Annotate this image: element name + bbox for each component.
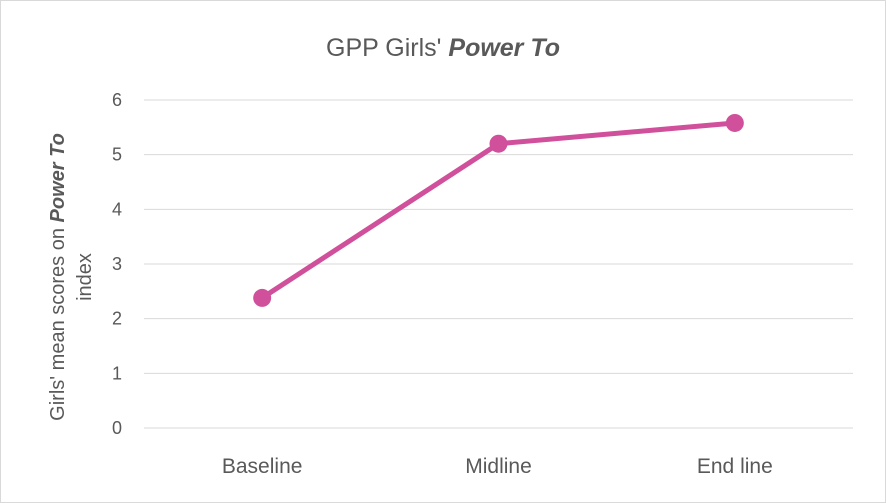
y-axis-label-line1: Girls' mean scores on Power To (47, 133, 69, 421)
chart-title: GPP Girls' Power To (326, 34, 560, 62)
y-tick-label-1: 1 (112, 363, 122, 383)
x-category-label-end-line: End line (697, 455, 773, 478)
data-point-end-line (725, 113, 744, 132)
y-tick-label-4: 4 (112, 199, 122, 219)
y-tick-label-6: 6 (112, 90, 122, 110)
y-tick-labels: 0 1 2 3 4 5 6 (112, 90, 122, 438)
x-category-labels: Baseline Midline End line (222, 455, 773, 478)
y-axis-label-emphasis: Power To (47, 133, 69, 222)
data-point-baseline (253, 288, 272, 307)
chart-title-prefix: GPP Girls' (326, 34, 448, 62)
chart-title-emphasis: Power To (448, 34, 560, 62)
x-category-label-midline: Midline (465, 455, 532, 478)
y-axis-label-line2: index (74, 253, 96, 301)
data-point-midline (489, 134, 508, 153)
y-tick-label-5: 5 (112, 145, 122, 165)
y-axis-label: Girls' mean scores on Power To index (47, 133, 96, 421)
x-category-label-baseline: Baseline (222, 455, 303, 478)
y-tick-label-2: 2 (112, 309, 122, 329)
data-series (253, 113, 744, 307)
y-axis-label-prefix: Girls' mean scores on (47, 222, 69, 420)
y-tick-label-3: 3 (112, 254, 122, 274)
gridlines (144, 99, 853, 429)
y-tick-label-0: 0 (112, 418, 122, 438)
